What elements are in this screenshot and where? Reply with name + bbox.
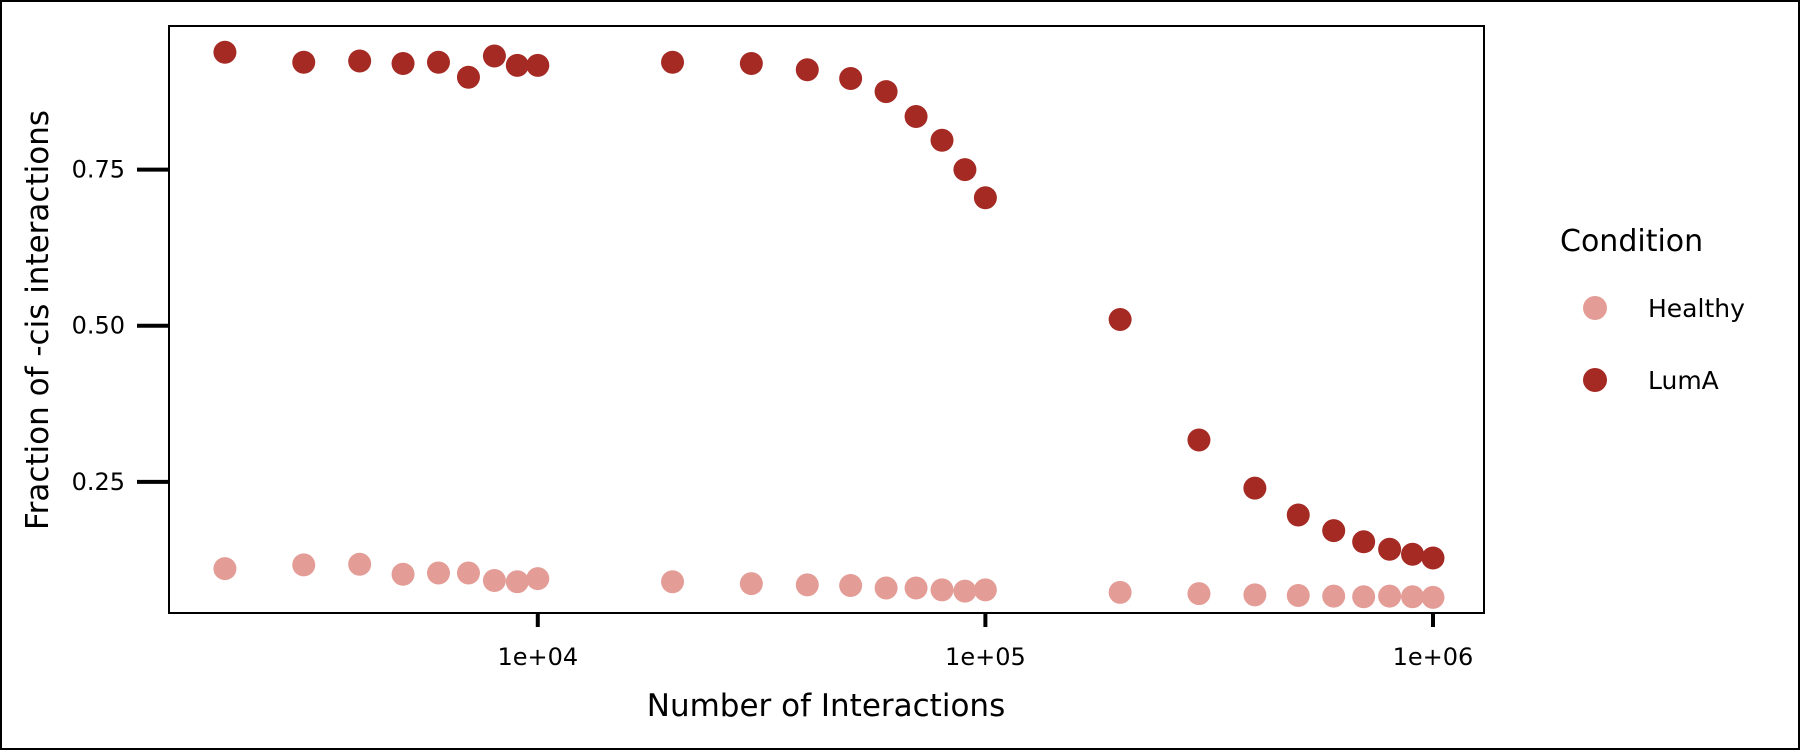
data-point-healthy: [1243, 583, 1267, 607]
data-point-luma: [1421, 546, 1445, 570]
data-point-healthy: [1108, 580, 1132, 604]
data-point-luma: [292, 50, 316, 74]
data-point-healthy: [904, 576, 928, 600]
data-point-luma: [904, 105, 928, 129]
data-point-healthy: [482, 569, 506, 593]
plot-area: [168, 25, 1485, 614]
x-tick-label: 1e+05: [945, 643, 1026, 671]
data-point-luma: [391, 51, 415, 75]
legend: Condition Healthy LumA: [1560, 224, 1745, 395]
data-point-luma: [1243, 476, 1267, 500]
x-tick-label: 1e+04: [497, 643, 578, 671]
data-point-healthy: [1187, 582, 1211, 606]
y-axis: 0.25 0.50 0.75: [72, 156, 169, 496]
legend-marker-healthy: [1583, 296, 1607, 320]
data-point-luma: [661, 50, 685, 74]
data-point-luma: [839, 66, 863, 90]
y-tick-label: 0.75: [72, 156, 125, 184]
y-axis-label: Fraction of -cis interactions: [20, 110, 56, 530]
x-axis: 1e+04 1e+05 1e+06: [497, 613, 1473, 671]
data-point-healthy: [739, 572, 763, 596]
data-point-luma: [526, 53, 550, 77]
data-point-healthy: [839, 574, 863, 598]
legend-label-healthy: Healthy: [1648, 294, 1745, 323]
data-point-luma: [1378, 537, 1402, 561]
legend-label-luma: LumA: [1648, 366, 1719, 395]
data-point-healthy: [1378, 584, 1402, 608]
data-point-luma: [482, 44, 506, 68]
legend-marker-luma: [1583, 368, 1607, 392]
data-point-healthy: [1401, 585, 1425, 609]
data-point-healthy: [1322, 584, 1346, 608]
data-point-healthy: [661, 570, 685, 594]
x-axis-label: Number of Interactions: [647, 688, 1005, 724]
data-point-luma: [348, 49, 372, 73]
data-point-luma: [1401, 542, 1425, 566]
data-point-luma: [1352, 530, 1376, 554]
data-point-healthy: [953, 579, 977, 603]
data-point-healthy: [1286, 584, 1310, 608]
data-point-luma: [426, 50, 450, 74]
data-point-healthy: [456, 561, 480, 585]
legend-title: Condition: [1560, 224, 1703, 259]
data-point-healthy: [795, 573, 819, 597]
data-point-healthy: [526, 567, 550, 591]
data-point-healthy: [292, 553, 316, 577]
data-point-luma: [1108, 308, 1132, 331]
data-point-luma: [1286, 503, 1310, 527]
data-point-luma: [930, 128, 954, 152]
data-point-healthy: [930, 578, 954, 602]
series-luma: [213, 40, 1445, 570]
data-point-luma: [213, 40, 237, 64]
data-point-luma: [874, 80, 898, 104]
data-point-luma: [973, 186, 997, 210]
data-point-luma: [953, 158, 977, 182]
x-tick-label: 1e+06: [1393, 643, 1474, 671]
data-point-healthy: [973, 578, 997, 602]
data-point-healthy: [1421, 585, 1445, 609]
series-healthy: [213, 552, 1445, 609]
data-point-healthy: [1352, 585, 1376, 609]
data-point-luma: [1322, 519, 1346, 543]
data-point-healthy: [213, 557, 237, 581]
data-point-luma: [739, 51, 763, 75]
data-point-healthy: [874, 576, 898, 600]
data-point-luma: [505, 53, 529, 77]
data-point-healthy: [426, 561, 450, 585]
data-point-luma: [456, 65, 480, 89]
data-point-healthy: [505, 570, 529, 594]
data-points: [213, 40, 1445, 609]
data-point-healthy: [391, 562, 415, 586]
y-tick-label: 0.25: [72, 468, 125, 496]
data-point-luma: [795, 58, 819, 82]
data-point-healthy: [348, 552, 372, 576]
y-tick-label: 0.50: [72, 312, 125, 340]
data-point-luma: [1187, 428, 1211, 452]
